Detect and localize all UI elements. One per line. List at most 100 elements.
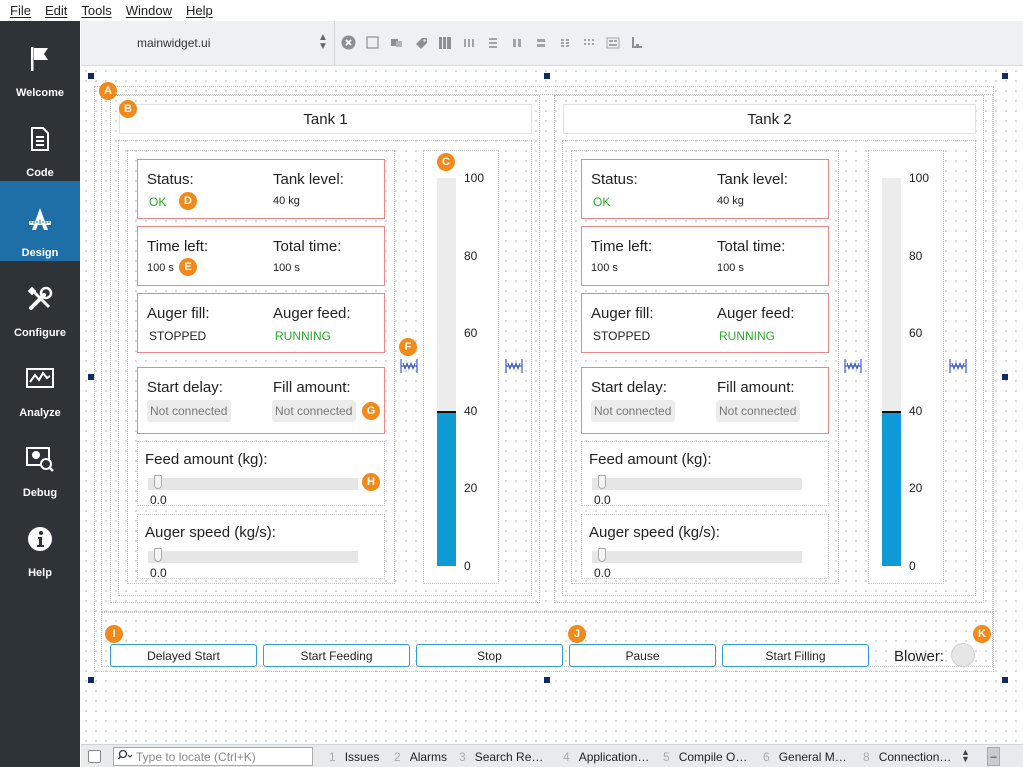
feed-amount-value: 0.0 — [594, 493, 611, 507]
splitter-horizontal-icon[interactable] — [509, 35, 524, 50]
form-layout-icon[interactable] — [557, 35, 572, 50]
mode-label: Design — [21, 247, 59, 259]
mode-code[interactable]: Code — [0, 101, 80, 181]
start-delay-label: Start delay: — [147, 379, 223, 396]
start-delay-field[interactable]: Not connected — [591, 400, 675, 422]
resize-handle[interactable] — [1002, 374, 1008, 380]
pane-alarms[interactable]: 2 Alarms — [394, 750, 447, 764]
resize-handle[interactable] — [544, 73, 550, 79]
auger-speed-track[interactable] — [592, 551, 802, 563]
pane-search-results[interactable]: 3 Search Re… — [459, 750, 543, 764]
layout-horizontal-icon[interactable] — [461, 35, 476, 50]
start-feeding-button[interactable]: Start Feeding — [263, 644, 410, 667]
pane-compile-output[interactable]: 5 Compile O… — [663, 750, 747, 764]
horizontal-spacer-icon[interactable] — [505, 357, 523, 375]
marker-c: C — [437, 153, 455, 171]
start-delay-label: Start delay: — [591, 379, 667, 396]
auger-speed-value: 0.0 — [594, 566, 611, 580]
level-tick-label: 80 — [464, 248, 478, 263]
menu-file[interactable]: File — [10, 3, 31, 18]
resize-handle[interactable] — [1002, 677, 1008, 683]
adjust-size-icon[interactable] — [629, 35, 644, 50]
menu-window[interactable]: Window — [125, 3, 172, 18]
pane-connections[interactable]: 8 Connection… — [863, 750, 951, 764]
fill-amount-field[interactable]: Not connected — [272, 400, 356, 422]
feed-amount-slider-thumb[interactable] — [154, 475, 162, 489]
open-file-combo[interactable]: mainwidget.ui ▲ ▼ — [81, 21, 335, 65]
mode-analyze[interactable]: Analyze — [0, 341, 80, 421]
menu-bar: File Edit Tools Window Help — [0, 0, 1023, 21]
widget-edit-icon[interactable] — [365, 35, 380, 50]
mode-label: Code — [26, 167, 54, 179]
locator-input[interactable]: Type to locate (Ctrl+K) — [113, 747, 313, 766]
toggle-sidebar-icon[interactable] — [88, 750, 101, 763]
auger-feed-label: Auger feed: — [717, 305, 795, 322]
tank2-group — [554, 95, 984, 603]
minimize-icon[interactable]: – — [987, 747, 1000, 766]
auger-speed-slider-thumb[interactable] — [598, 548, 606, 562]
pane-issues[interactable]: 1 Issues — [329, 750, 379, 764]
tank-level-value: 40 kg — [273, 195, 300, 207]
tank1-settings-group: Start delay: Not connected Fill amount: … — [137, 367, 385, 434]
mode-help[interactable]: Help — [0, 501, 80, 581]
resize-handle[interactable] — [88, 374, 94, 380]
auger-fill-label: Auger fill: — [147, 305, 210, 322]
level-tick-label: 60 — [909, 326, 923, 341]
delayed-start-button[interactable]: Delayed Start — [110, 644, 257, 667]
total-time-value: 100 s — [273, 262, 300, 274]
start-delay-field[interactable]: Not connected — [147, 400, 231, 422]
auger-speed-slider-thumb[interactable] — [154, 548, 162, 562]
horizontal-spacer-icon[interactable] — [400, 357, 418, 375]
resize-handle[interactable] — [544, 677, 550, 683]
signals-slots-icon[interactable] — [389, 35, 404, 50]
stop-button[interactable]: Stop — [416, 644, 563, 667]
tools-icon — [26, 279, 54, 319]
updown-arrow-icon[interactable]: ▲ ▼ — [961, 747, 970, 764]
tank-level-value: 40 kg — [717, 195, 744, 207]
status-value: OK — [593, 195, 611, 209]
resize-handle[interactable] — [88, 73, 94, 79]
start-filling-button[interactable]: Start Filling — [722, 644, 869, 667]
tank-level-label: Tank level: — [273, 171, 344, 188]
mode-configure[interactable]: Configure — [0, 261, 80, 341]
resize-handle[interactable] — [88, 677, 94, 683]
tank1-auger-speed-group: Auger speed (kg/s): 0.0 — [137, 514, 385, 580]
close-icon[interactable] — [341, 35, 356, 50]
pause-button[interactable]: Pause — [569, 644, 716, 667]
horizontal-spacer-icon[interactable] — [844, 357, 862, 375]
layout-vertical-icon[interactable] — [485, 35, 500, 50]
pane-label: General M… — [778, 750, 847, 764]
feed-amount-track[interactable] — [592, 478, 802, 490]
level-tick-label: 80 — [909, 248, 923, 263]
tank1-auger-group: Auger fill: STOPPED Auger feed: RUNNING — [137, 293, 385, 353]
feed-amount-slider-thumb[interactable] — [598, 475, 606, 489]
pane-label: Connection… — [878, 750, 952, 764]
break-layout-icon[interactable] — [605, 35, 620, 50]
tank1-level-bar: 100 80 60 40 20 0 — [423, 150, 499, 584]
resize-handle[interactable] — [1002, 73, 1008, 79]
feed-amount-track[interactable] — [148, 478, 358, 490]
tank2-time-group: Time left: 100 s Total time: 100 s — [581, 226, 829, 286]
grid-layout-icon[interactable] — [581, 35, 596, 50]
horizontal-spacer-icon[interactable] — [949, 357, 967, 375]
mode-debug[interactable]: Debug — [0, 421, 80, 501]
auger-speed-track[interactable] — [148, 551, 358, 563]
pane-application-output[interactable]: 4 Application… — [563, 750, 649, 764]
mode-welcome[interactable]: Welcome — [0, 21, 80, 101]
tab-order-icon[interactable] — [437, 35, 452, 50]
auger-feed-label: Auger feed: — [273, 305, 351, 322]
fill-amount-field[interactable]: Not connected — [716, 400, 800, 422]
feed-amount-value: 0.0 — [150, 493, 167, 507]
marker-d: D — [179, 192, 197, 210]
mode-design[interactable]: Design — [0, 181, 80, 261]
tank-level-label: Tank level: — [717, 171, 788, 188]
splitter-vertical-icon[interactable] — [533, 35, 548, 50]
menu-help[interactable]: Help — [185, 3, 213, 18]
auger-fill-value: STOPPED — [593, 329, 651, 343]
pane-general-messages[interactable]: 6 General M… — [763, 750, 847, 764]
tank1-title: Tank 1 — [119, 104, 532, 134]
menu-edit[interactable]: Edit — [44, 3, 68, 18]
blower-indicator — [951, 643, 975, 667]
menu-tools[interactable]: Tools — [81, 3, 112, 18]
buddy-icon[interactable] — [413, 35, 428, 50]
